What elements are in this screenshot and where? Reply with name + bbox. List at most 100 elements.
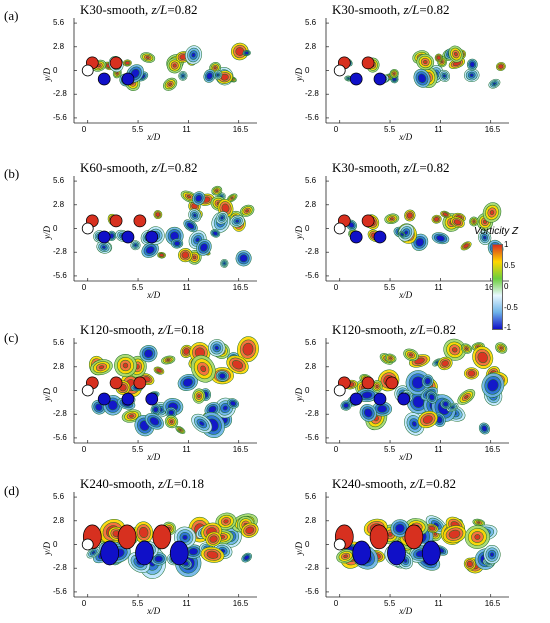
x-tick-label: 16.5 xyxy=(232,125,249,134)
zl-label: z/L xyxy=(151,160,168,175)
y-tick-label: -5.6 xyxy=(305,432,319,442)
vorticity-contours xyxy=(85,185,255,268)
y-tick-label: 0 xyxy=(53,223,58,233)
y-tick-label: -5.6 xyxy=(53,112,67,122)
x-tick-label: 16.5 xyxy=(484,599,501,608)
panel-row1-col0: K60-smooth, z/L=0.82 0 5.5 11 16.5 5.6 2.8 0 -2.… xyxy=(22,160,272,300)
y-tick-label: 5.6 xyxy=(305,176,317,186)
y-tick-label: -2.8 xyxy=(305,409,319,419)
x-tick-label: 11 xyxy=(434,125,443,134)
cylinder-body xyxy=(333,222,346,235)
cylinder-body xyxy=(81,538,94,551)
x-tick-label: 0 xyxy=(81,283,87,292)
case-name: K60-smooth, xyxy=(80,160,152,175)
colorbar-gradient xyxy=(492,244,503,330)
y-tick-label: 2.8 xyxy=(305,41,317,51)
x-tick-label: 0 xyxy=(333,599,339,608)
vorticity-contours xyxy=(334,515,501,574)
cylinder-body xyxy=(333,384,346,397)
row-label-c: (c) xyxy=(4,330,19,345)
panel-row2-col0: K120-smooth, z/L=0.18 0 5.5 11 16.5 5.6 2.8 0 -2… xyxy=(22,322,272,462)
case-name: K240-smooth, xyxy=(332,476,410,491)
y-axis-label: y/D xyxy=(294,225,304,239)
y-tick-label: 2.8 xyxy=(305,515,317,525)
zl-label: z/L xyxy=(158,322,174,337)
y-tick-label: 5.6 xyxy=(305,492,317,502)
y-tick-label: -5.6 xyxy=(53,270,67,280)
panel-row3-col0: K240-smooth, z/L=0.18 0 5.5 11 16.5 5.6 2.8 0 -2… xyxy=(22,476,272,616)
panel-title: K60-smooth, z/L=0.82 xyxy=(80,160,198,176)
cylinder-body xyxy=(333,64,346,77)
x-tick-label: 5.5 xyxy=(384,283,396,292)
y-tick-label: -2.8 xyxy=(305,563,319,573)
x-tick-label: 11 xyxy=(434,283,443,292)
panel-row0-col0: K30-smooth, z/L=0.82 0 5.5 11 16.5 5.6 2.8 0 -2.… xyxy=(22,2,272,142)
y-tick-label: 2.8 xyxy=(53,199,65,209)
x-tick-label: 5.5 xyxy=(132,283,144,292)
cylinder-body xyxy=(81,64,94,77)
x-tick-label: 5.5 xyxy=(132,445,144,454)
zl-label: z/L xyxy=(151,2,168,17)
y-axis-label: y/D xyxy=(42,67,52,81)
colorbar-tick: -0.5 xyxy=(504,303,518,312)
y-tick-label: 2.8 xyxy=(53,41,65,51)
case-name: K30-smooth, xyxy=(332,160,404,175)
cylinder-body xyxy=(81,222,94,235)
x-tick-label: 11 xyxy=(182,283,191,292)
colorbar-title: Vorticity Z xyxy=(474,226,519,237)
panel-title: K240-smooth, z/L=0.82 xyxy=(332,476,456,492)
x-tick-label: 16.5 xyxy=(232,445,249,454)
vorticity-contour-plot xyxy=(73,336,259,444)
case-name: K30-smooth, xyxy=(80,2,152,17)
y-axis-label: y/D xyxy=(294,67,304,81)
case-name: K120-smooth, xyxy=(80,322,158,337)
zl-value: =0.82 xyxy=(167,2,198,17)
case-name: K120-smooth, xyxy=(332,322,410,337)
y-tick-label: -5.6 xyxy=(53,586,67,596)
zl-label: z/L xyxy=(410,322,426,337)
y-tick-label: -5.6 xyxy=(305,586,319,596)
y-axis-label: y/D xyxy=(294,541,304,555)
x-tick-label: 11 xyxy=(182,445,191,454)
panel-row0-col1: K30-smooth, z/L=0.82 0 5.5 11 16.5 5.6 2.8 0 -2.… xyxy=(274,2,524,142)
panel-title: K30-smooth, z/L=0.82 xyxy=(332,160,450,176)
y-tick-label: -2.8 xyxy=(305,89,319,99)
y-axis-label: y/D xyxy=(42,225,52,239)
y-tick-label: -5.6 xyxy=(305,112,319,122)
colorbar-legend: Vorticity Z 1 0.5 0 -0.5 -1 xyxy=(474,226,550,346)
x-tick-label: 0 xyxy=(81,599,87,608)
zl-label: z/L xyxy=(410,476,426,491)
zl-value: =0.82 xyxy=(425,476,456,491)
x-tick-label: 11 xyxy=(182,125,191,134)
zl-label: z/L xyxy=(158,476,174,491)
vorticity-contours xyxy=(85,336,259,439)
y-tick-label: 5.6 xyxy=(53,338,65,348)
panel-title: K120-smooth, z/L=0.18 xyxy=(80,322,204,338)
y-tick-label: 0 xyxy=(305,65,310,75)
y-tick-label: 2.8 xyxy=(305,199,317,209)
row-label-a: (a) xyxy=(4,8,19,23)
y-tick-label: 5.6 xyxy=(53,492,65,502)
y-tick-label: 0 xyxy=(53,385,58,395)
y-axis-label: y/D xyxy=(294,387,304,401)
vorticity-contour-plot xyxy=(325,18,509,124)
vorticity-contours xyxy=(337,338,509,436)
x-axis-label: x/D xyxy=(399,452,413,462)
vorticity-contours xyxy=(82,512,259,579)
x-tick-label: 16.5 xyxy=(232,599,249,608)
panel-title: K30-smooth, z/L=0.82 xyxy=(332,2,450,18)
y-tick-label: -2.8 xyxy=(53,89,67,99)
x-tick-label: 11 xyxy=(182,599,191,608)
x-tick-label: 11 xyxy=(434,445,443,454)
panel-row3-col1: K240-smooth, z/L=0.82 0 5.5 11 16.5 5.6 2.8 0 -2… xyxy=(274,476,524,616)
colorbar-tick: -1 xyxy=(504,323,512,332)
y-axis-label: y/D xyxy=(42,387,52,401)
y-tick-label: 5.6 xyxy=(53,176,65,186)
x-tick-label: 5.5 xyxy=(384,125,396,134)
vorticity-contours xyxy=(337,45,506,89)
vorticity-contour-plot xyxy=(73,18,257,124)
x-axis-label: x/D xyxy=(399,132,413,142)
x-tick-label: 5.5 xyxy=(384,445,396,454)
colorbar-tick: 0 xyxy=(504,282,509,291)
